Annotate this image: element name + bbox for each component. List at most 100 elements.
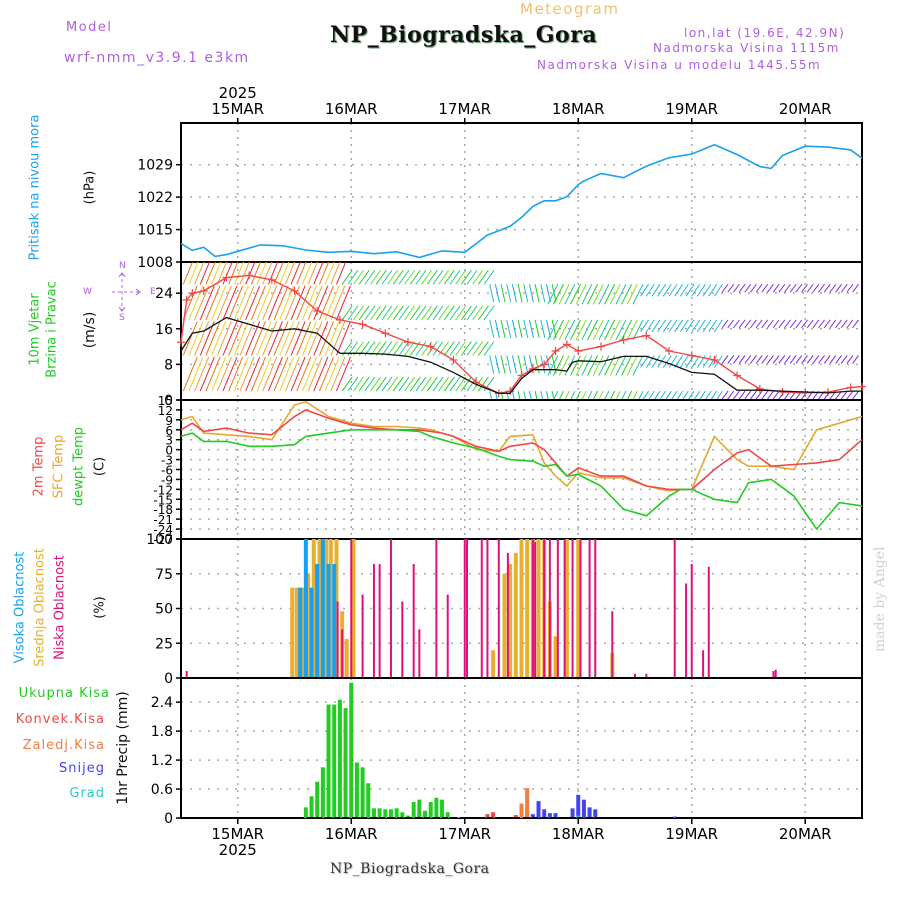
plot-area — [181, 400, 862, 539]
pressure-line — [180, 143, 863, 259]
wind-arrow — [702, 319, 712, 333]
cloud-bar-low — [543, 539, 546, 678]
precip-bar-snow — [593, 809, 598, 818]
wind-arrow — [256, 285, 272, 321]
cloud-bar-mid — [576, 539, 581, 678]
wind-arrow — [438, 341, 450, 356]
wind-arrow — [738, 390, 746, 400]
wind-arrow — [586, 390, 593, 400]
wind-arrow — [674, 283, 684, 297]
wind-arrow — [603, 390, 610, 400]
wind-arrow — [489, 319, 495, 338]
precip-bar-total — [394, 808, 399, 818]
wind-arrow — [575, 284, 587, 305]
wind-arrow — [552, 390, 559, 400]
wind-arrow — [449, 341, 461, 356]
wind-arrow — [835, 319, 842, 329]
wind-arrow — [727, 355, 735, 364]
wind-arrow — [801, 319, 808, 329]
wind-gust-marker — [710, 355, 719, 364]
wind-arrow — [211, 356, 227, 392]
cloud-bar-mid — [290, 587, 295, 678]
precip-bar-total — [320, 767, 325, 818]
wind-arrow — [523, 319, 529, 338]
wind-arrow — [637, 390, 644, 400]
x-tick-label-bottom: 19MAR — [665, 825, 718, 843]
wind-arrow — [426, 305, 438, 321]
cloud-bar-mid — [536, 539, 541, 678]
wind-arrow — [494, 390, 498, 400]
wind-arrow — [835, 283, 842, 293]
wind-arrow — [443, 269, 455, 285]
precip-bar-snow — [581, 799, 586, 818]
wind-arrow — [784, 319, 791, 329]
model-elevation-label: Nadmorska Visina u modelu 1445.55m — [537, 58, 822, 72]
wind-arrow — [404, 341, 416, 356]
x-tick-label-bottom: 17MAR — [438, 825, 491, 843]
wind-arrow — [228, 356, 244, 392]
wind-arrow — [432, 269, 444, 285]
chart-subtitle: Meteogram — [520, 0, 620, 18]
wind-gust-marker — [528, 364, 537, 373]
wind-arrow — [313, 262, 324, 285]
y-tick-label: -3 — [161, 454, 173, 468]
cloud-bar-low — [506, 552, 509, 678]
cloud-bar-mid — [491, 650, 496, 678]
wind-arrow — [182, 262, 193, 285]
cloud-bar-low — [772, 671, 775, 678]
cloud-bar-low — [611, 611, 614, 678]
wind-arrow — [426, 269, 438, 285]
wind-arrow — [772, 390, 780, 400]
wind-arrow — [387, 376, 398, 392]
precip-bar-snow — [547, 813, 552, 818]
cloud-bar-low — [466, 539, 469, 678]
wind-gust-marker — [596, 342, 605, 351]
wind-arrow — [392, 376, 404, 392]
wind-gust-marker — [188, 289, 197, 298]
y-tick-label: 6 — [165, 424, 173, 438]
wind-arrow — [547, 284, 559, 305]
precip-bar-snow — [553, 813, 558, 818]
wind-arrow — [233, 321, 249, 356]
cloud-bar-high — [332, 564, 337, 678]
wind-gust-marker — [551, 347, 560, 356]
wind-arrow — [581, 355, 593, 376]
wind-arrow — [772, 319, 780, 329]
wind-arrow — [823, 319, 831, 329]
wind-gust-marker — [177, 338, 185, 347]
precip-bar-frz — [525, 788, 530, 818]
wind-arrow — [698, 390, 706, 400]
wind-arrow — [460, 341, 472, 356]
wind-arrow — [696, 319, 706, 333]
wind-arrow — [409, 376, 421, 392]
wind-arrow — [199, 262, 211, 285]
wind-arrow — [506, 284, 512, 303]
wind-arrow — [702, 355, 712, 368]
cloud-bar-mid — [344, 639, 349, 678]
wind-arrow — [715, 390, 723, 400]
wind-arrow — [812, 319, 820, 329]
wind-arrow — [443, 341, 455, 356]
wind-arrow — [540, 284, 546, 303]
wind-arrow — [307, 356, 323, 392]
wind-arrow — [647, 390, 655, 400]
wind-arrow — [569, 390, 576, 400]
cloud-bar-low — [378, 564, 381, 678]
wind-arrow — [551, 390, 555, 400]
cloud-bar-mid — [525, 539, 530, 678]
wind-arrow — [702, 283, 712, 297]
wind-gust-marker — [846, 383, 855, 392]
wind-arrow — [592, 284, 604, 305]
wind-arrow — [347, 269, 359, 285]
wind-arrow — [645, 283, 655, 297]
wind-arrow — [772, 355, 780, 364]
wind-arrow — [455, 305, 467, 321]
wind-gust-marker — [562, 340, 571, 349]
cloud-bar-mid — [351, 539, 356, 678]
cloud-bar-low — [341, 629, 344, 678]
wind-arrow — [517, 355, 523, 374]
wind-arrow — [375, 376, 387, 392]
wind-arrow — [784, 283, 791, 293]
wind-arrow — [604, 319, 616, 341]
wind-arrow — [615, 355, 627, 376]
